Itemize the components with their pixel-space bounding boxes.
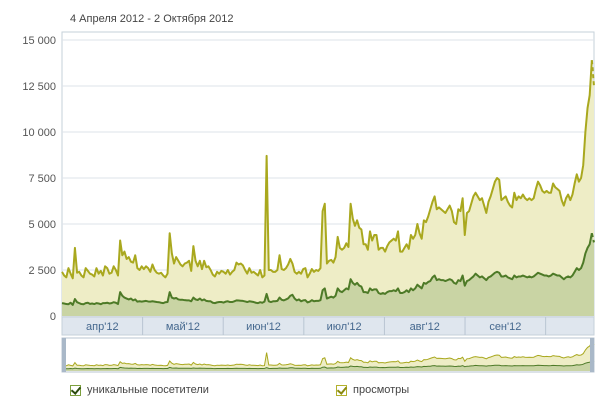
overview-navigator (61, 337, 595, 373)
month-label[interactable]: май'12 (166, 321, 200, 333)
unique-series (61, 232, 595, 316)
y-tick-label: 15 000 (22, 35, 56, 47)
y-tick-label: 5 000 (28, 219, 56, 231)
overview-unique-line (61, 360, 595, 370)
date-range-label: 4 Апреля 2012 - 2 Октября 2012 (70, 13, 234, 25)
y-tick-label: 10 000 (22, 127, 56, 139)
y-tick-label: 2 500 (28, 265, 56, 277)
y-axis: 0 2 500 5 000 7 500 10 000 12 500 15 000 (22, 35, 56, 323)
legend-views-label: просмотры (353, 384, 410, 396)
unique-line (61, 233, 593, 306)
month-label[interactable]: авг'12 (410, 321, 440, 333)
x-axis: апр'12 май'12 июн'12 июл'12 авг'12 сен'12 (61, 316, 595, 336)
month-label[interactable]: июл'12 (327, 321, 362, 333)
legend-unique-label: уникальные посетители (87, 384, 209, 396)
legend-views[interactable]: просмотры (336, 384, 409, 396)
overview-right-handle[interactable] (590, 338, 594, 372)
unique-area (62, 233, 594, 316)
month-label[interactable]: апр'12 (86, 321, 119, 333)
views-line-projection (590, 60, 595, 87)
legend-unique[interactable]: уникальные посетители (70, 384, 209, 396)
overview-left-handle[interactable] (62, 338, 66, 372)
overview-views-line (61, 341, 595, 367)
views-line (61, 60, 593, 280)
views-series (61, 60, 595, 316)
views-area (62, 60, 594, 316)
y-tick-label: 7 500 (28, 173, 56, 185)
y-tick-label: 12 500 (22, 81, 56, 93)
x-axis-band (61, 316, 595, 336)
month-label[interactable]: сен'12 (489, 321, 521, 333)
unique-line-projection (590, 232, 595, 243)
views-checkbox[interactable] (336, 384, 347, 396)
y-tick-label: 0 (50, 311, 56, 323)
unique-checkbox[interactable] (70, 384, 81, 396)
month-label[interactable]: июн'12 (246, 321, 281, 333)
